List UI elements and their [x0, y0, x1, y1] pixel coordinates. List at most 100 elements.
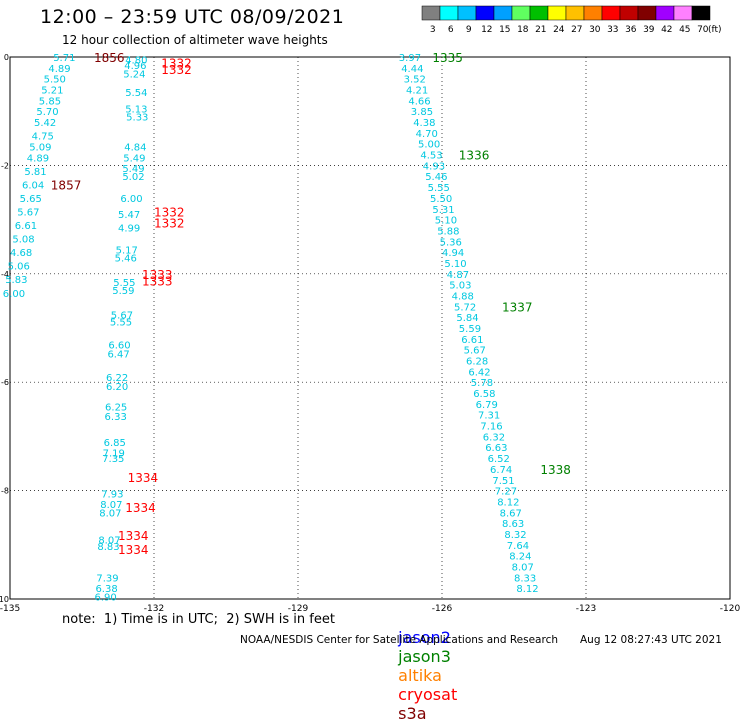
swh-value: 3.97: [399, 53, 421, 64]
legend-item-jason2: jason2: [398, 628, 451, 647]
swh-value-labels: 5.714.895.505.215.855.705.424.755.094.89…: [3, 53, 539, 603]
swh-value: 8.67: [500, 508, 522, 519]
color-bar-label: 33: [607, 25, 618, 35]
swh-value: 5.65: [20, 194, 42, 205]
swh-value: 5.84: [456, 313, 478, 324]
swh-value: 5.78: [471, 378, 493, 389]
swh-value: 4.70: [416, 129, 438, 140]
chart-grid: [10, 57, 730, 599]
swh-value: 6.90: [94, 592, 116, 603]
swh-value: 5.71: [53, 53, 75, 64]
swh-value: 6.33: [105, 412, 127, 423]
color-bar-label: 27: [571, 25, 582, 35]
color-bar-label: 3: [430, 25, 436, 35]
pass-number: 1335: [432, 51, 463, 65]
swh-value: 5.33: [126, 113, 148, 124]
swh-value: 6.00: [120, 194, 142, 205]
swh-value: 5.81: [24, 167, 46, 178]
swh-value: 4.38: [413, 118, 435, 129]
swh-value: 5.17: [116, 245, 138, 256]
swh-value: 7.35: [102, 454, 124, 465]
swh-value: 7.39: [96, 573, 118, 584]
swh-value: 7.51: [492, 476, 514, 487]
color-bar-label: 12: [481, 25, 492, 35]
pass-number: 1856: [94, 51, 125, 65]
swh-value: 8.07: [98, 535, 120, 546]
pass-number: 1334: [118, 529, 149, 543]
swh-value: 5.83: [5, 275, 27, 286]
swh-value: 5.06: [8, 262, 30, 273]
color-bar-label: 42: [661, 25, 672, 35]
color-bar-label: 24: [553, 25, 565, 35]
satellite-legend: jason2 jason3 altika cryosat s3a: [388, 609, 467, 723]
color-bar-label: 6: [448, 25, 454, 35]
y-tick-label: -6: [1, 378, 9, 387]
swh-value: 8.12: [516, 584, 538, 595]
swh-color-bar: 3 6 9 12 15 18 21 24 27 30 33 36 39 42 45 70 (ft): [421, 5, 722, 35]
pass-number: 1334: [125, 501, 156, 515]
y-tick-label: -2: [1, 161, 9, 170]
swh-value: 4.44: [401, 64, 423, 75]
color-bar-label: 45: [679, 25, 690, 35]
swh-value: 4.94: [442, 248, 464, 259]
swh-value: 4.68: [10, 248, 32, 259]
pass-number: 1332: [154, 205, 185, 219]
swh-value: 5.31: [432, 205, 454, 216]
swh-value: 7.31: [478, 411, 500, 422]
swh-value: 5.49: [122, 164, 144, 175]
swh-value: 6.04: [22, 180, 44, 191]
swh-value: 5.50: [44, 75, 66, 86]
y-tick-label: -8: [1, 487, 9, 496]
swh-value: 8.33: [514, 573, 536, 584]
pass-number: 1334: [128, 471, 159, 485]
x-tick-label: -129: [288, 604, 309, 614]
color-bar-label: 70: [697, 25, 709, 35]
swh-value: 6.00: [3, 289, 25, 300]
x-tick-label: -123: [576, 604, 596, 614]
x-tick-label: -120: [720, 604, 740, 614]
swh-value: 4.21: [406, 86, 428, 97]
swh-value: 4.88: [452, 291, 474, 302]
swh-value: 5.49: [123, 153, 145, 164]
swh-value: 5.55: [428, 183, 450, 194]
swh-value: 5.10: [444, 259, 466, 270]
color-swatch: [691, 5, 711, 21]
swh-value: 5.72: [454, 302, 476, 313]
color-bar-label: 18: [517, 25, 529, 35]
swh-value: 4.75: [32, 132, 54, 143]
y-tick-label: -4: [1, 270, 9, 279]
generation-timestamp: Aug 12 08:27:43 UTC 2021: [580, 634, 722, 646]
swh-value: 5.08: [12, 235, 34, 246]
pass-number-labels: 1856185713321332133213321333133313341334…: [51, 51, 571, 557]
swh-value: 4.99: [118, 224, 140, 235]
pass-number: 1333: [142, 268, 173, 282]
color-bar-label: 30: [589, 25, 601, 35]
axis-tick-labels: -135 -132 -129 -126 -123 -120 0 -2 -4 -6 -8 -10: [0, 53, 740, 614]
page-title: 12:00 – 23:59 UTC 08/09/2021: [40, 6, 345, 28]
swh-value: 5.02: [122, 172, 144, 183]
color-bar-label: 36: [625, 25, 637, 35]
swh-value: 4.80: [125, 56, 147, 67]
swh-value: 6.63: [485, 443, 507, 454]
swh-value: 6.32: [483, 432, 505, 443]
swh-value: 6.20: [106, 382, 128, 393]
swh-value: 5.21: [41, 86, 63, 97]
pass-number: 1334: [118, 543, 149, 557]
color-bar-label: 39: [643, 25, 655, 35]
color-bar-unit: (ft): [708, 25, 722, 35]
swh-value: 6.47: [107, 349, 129, 360]
pass-number: 1337: [502, 300, 533, 314]
swh-value: 8.32: [504, 530, 526, 541]
swh-value: 4.84: [124, 142, 146, 153]
swh-value: 5.24: [123, 69, 145, 80]
swh-value: 5.67: [17, 207, 39, 218]
swh-value: 5.59: [459, 324, 481, 335]
swh-value: 5.59: [112, 286, 134, 297]
swh-value: 7.19: [103, 449, 125, 460]
swh-value: 8.07: [512, 562, 534, 573]
swh-value: 5.36: [440, 237, 462, 248]
x-tick-label: -135: [0, 604, 20, 614]
swh-value: 5.50: [430, 194, 452, 205]
legend-item-cryosat: cryosat: [398, 685, 458, 704]
legend-item-s3a: s3a: [398, 704, 427, 723]
